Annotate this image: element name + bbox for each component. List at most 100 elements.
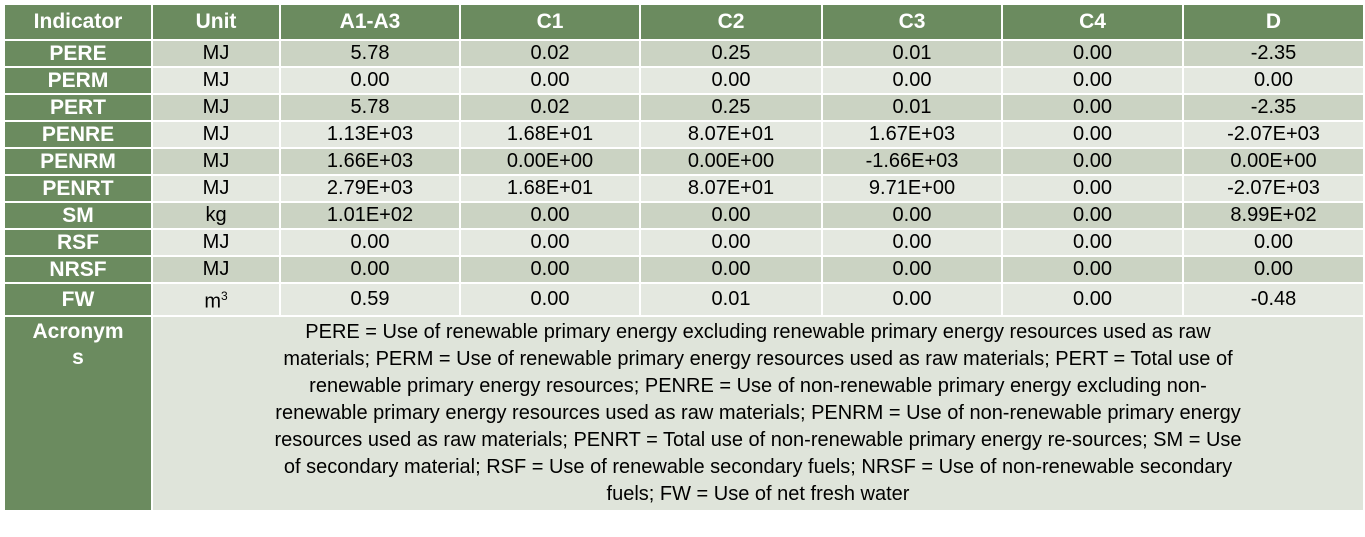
value-cell: 0.00 (459, 255, 641, 284)
table-row: PERE MJ 5.78 0.02 0.25 0.01 0.00 -2.35 (3, 39, 1365, 68)
header-unit: Unit (151, 3, 281, 41)
value-cell: 8.99E+02 (1182, 201, 1365, 230)
value-cell: 0.02 (459, 93, 641, 122)
value-cell: 0.00 (279, 255, 461, 284)
header-indicator: Indicator (3, 3, 153, 41)
table-row: NRSF MJ 0.00 0.00 0.00 0.00 0.00 0.00 (3, 255, 1365, 284)
value-cell: 0.02 (459, 39, 641, 68)
value-cell: 0.00 (1001, 147, 1184, 176)
value-cell: 0.00E+00 (459, 147, 641, 176)
table-row: PERT MJ 5.78 0.02 0.25 0.01 0.00 -2.35 (3, 93, 1365, 122)
table-row: PENRT MJ 2.79E+03 1.68E+01 8.07E+01 9.71… (3, 174, 1365, 203)
value-cell: 0.00 (1001, 282, 1184, 317)
indicator-cell: FW (3, 282, 153, 317)
unit-cell: MJ (151, 66, 281, 95)
table-row: PENRE MJ 1.13E+03 1.68E+01 8.07E+01 1.67… (3, 120, 1365, 149)
value-cell: 0.00 (279, 66, 461, 95)
unit-cell: MJ (151, 120, 281, 149)
table-row: PERM MJ 0.00 0.00 0.00 0.00 0.00 0.00 (3, 66, 1365, 95)
value-cell: 1.68E+01 (459, 120, 641, 149)
acronyms-label-line2: s (72, 345, 84, 369)
unit-cell: MJ (151, 93, 281, 122)
value-cell: 0.00 (459, 282, 641, 317)
indicator-table-container: Indicator Unit A1-A3 C1 C2 C3 C4 D PERE … (3, 3, 1365, 512)
header-c1: C1 (459, 3, 641, 41)
indicator-cell: PERE (3, 39, 153, 68)
unit-cell: MJ (151, 255, 281, 284)
header-d: D (1182, 3, 1365, 41)
value-cell: 0.01 (639, 282, 823, 317)
indicator-cell: PENRE (3, 120, 153, 149)
value-cell: 0.00E+00 (639, 147, 823, 176)
unit-cell: MJ (151, 39, 281, 68)
value-cell: -0.48 (1182, 282, 1365, 317)
value-cell: 0.00 (1001, 255, 1184, 284)
value-cell: 0.25 (639, 93, 823, 122)
value-cell: 0.00 (821, 66, 1003, 95)
value-cell: 0.00 (639, 66, 823, 95)
acronyms-label: Acronym s (3, 314, 153, 512)
indicator-cell: PENRT (3, 174, 153, 203)
value-cell: 2.79E+03 (279, 174, 461, 203)
value-cell: 0.00 (1001, 120, 1184, 149)
acronyms-text: PERE = Use of renewable primary energy e… (151, 314, 1365, 512)
acronyms-line: renewable primary energy resources; PENR… (309, 374, 1207, 397)
indicator-cell: SM (3, 201, 153, 230)
value-cell: 0.00 (1001, 66, 1184, 95)
unit-cell: kg (151, 201, 281, 230)
value-cell: 0.00 (1182, 255, 1365, 284)
acronyms-line: fuels; FW = Use of net fresh water (606, 482, 910, 505)
value-cell: 0.00 (1001, 93, 1184, 122)
acronyms-row: Acronym s PERE = Use of renewable primar… (3, 314, 1365, 512)
value-cell: 0.00 (821, 282, 1003, 317)
header-c3: C3 (821, 3, 1003, 41)
table-row: RSF MJ 0.00 0.00 0.00 0.00 0.00 0.00 (3, 228, 1365, 257)
indicator-cell: PERM (3, 66, 153, 95)
value-cell: 0.00 (639, 255, 823, 284)
value-cell: -2.35 (1182, 93, 1365, 122)
indicator-cell: RSF (3, 228, 153, 257)
value-cell: 0.00 (1001, 228, 1184, 257)
value-cell: 0.00 (639, 201, 823, 230)
value-cell: 0.25 (639, 39, 823, 68)
table-row: PENRM MJ 1.66E+03 0.00E+00 0.00E+00 -1.6… (3, 147, 1365, 176)
indicator-cell: PENRM (3, 147, 153, 176)
value-cell: 0.00 (821, 255, 1003, 284)
header-c2: C2 (639, 3, 823, 41)
unit-cell: MJ (151, 174, 281, 203)
unit-cell: m3 (151, 282, 281, 317)
value-cell: 0.59 (279, 282, 461, 317)
value-cell: 1.66E+03 (279, 147, 461, 176)
header-a1-a3: A1-A3 (279, 3, 461, 41)
value-cell: 1.01E+02 (279, 201, 461, 230)
value-cell: 1.68E+01 (459, 174, 641, 203)
acronyms-line: resources used as raw materials; PENRT =… (274, 428, 1242, 451)
indicator-cell: PERT (3, 93, 153, 122)
value-cell: 5.78 (279, 39, 461, 68)
value-cell: 0.00 (1001, 39, 1184, 68)
acronyms-line: PERE = Use of renewable primary energy e… (305, 320, 1211, 343)
value-cell: -2.35 (1182, 39, 1365, 68)
table-row: SM kg 1.01E+02 0.00 0.00 0.00 0.00 8.99E… (3, 201, 1365, 230)
value-cell: 0.00 (279, 228, 461, 257)
indicator-cell: NRSF (3, 255, 153, 284)
value-cell: -2.07E+03 (1182, 120, 1365, 149)
value-cell: 1.13E+03 (279, 120, 461, 149)
value-cell: 0.00 (459, 201, 641, 230)
value-cell: 0.00 (1182, 66, 1365, 95)
value-cell: 0.01 (821, 93, 1003, 122)
value-cell: 0.00E+00 (1182, 147, 1365, 176)
value-cell: -1.66E+03 (821, 147, 1003, 176)
unit-cell: MJ (151, 228, 281, 257)
table-row: FW m3 0.59 0.00 0.01 0.00 0.00 -0.48 (3, 282, 1365, 317)
value-cell: 8.07E+01 (639, 120, 823, 149)
value-cell: -2.07E+03 (1182, 174, 1365, 203)
unit-base: m (204, 290, 221, 313)
value-cell: 0.00 (821, 201, 1003, 230)
value-cell: 0.00 (1001, 174, 1184, 203)
value-cell: 9.71E+00 (821, 174, 1003, 203)
acronyms-line: renewable primary energy resources used … (275, 401, 1241, 424)
header-c4: C4 (1001, 3, 1184, 41)
value-cell: 5.78 (279, 93, 461, 122)
value-cell: 0.00 (639, 228, 823, 257)
